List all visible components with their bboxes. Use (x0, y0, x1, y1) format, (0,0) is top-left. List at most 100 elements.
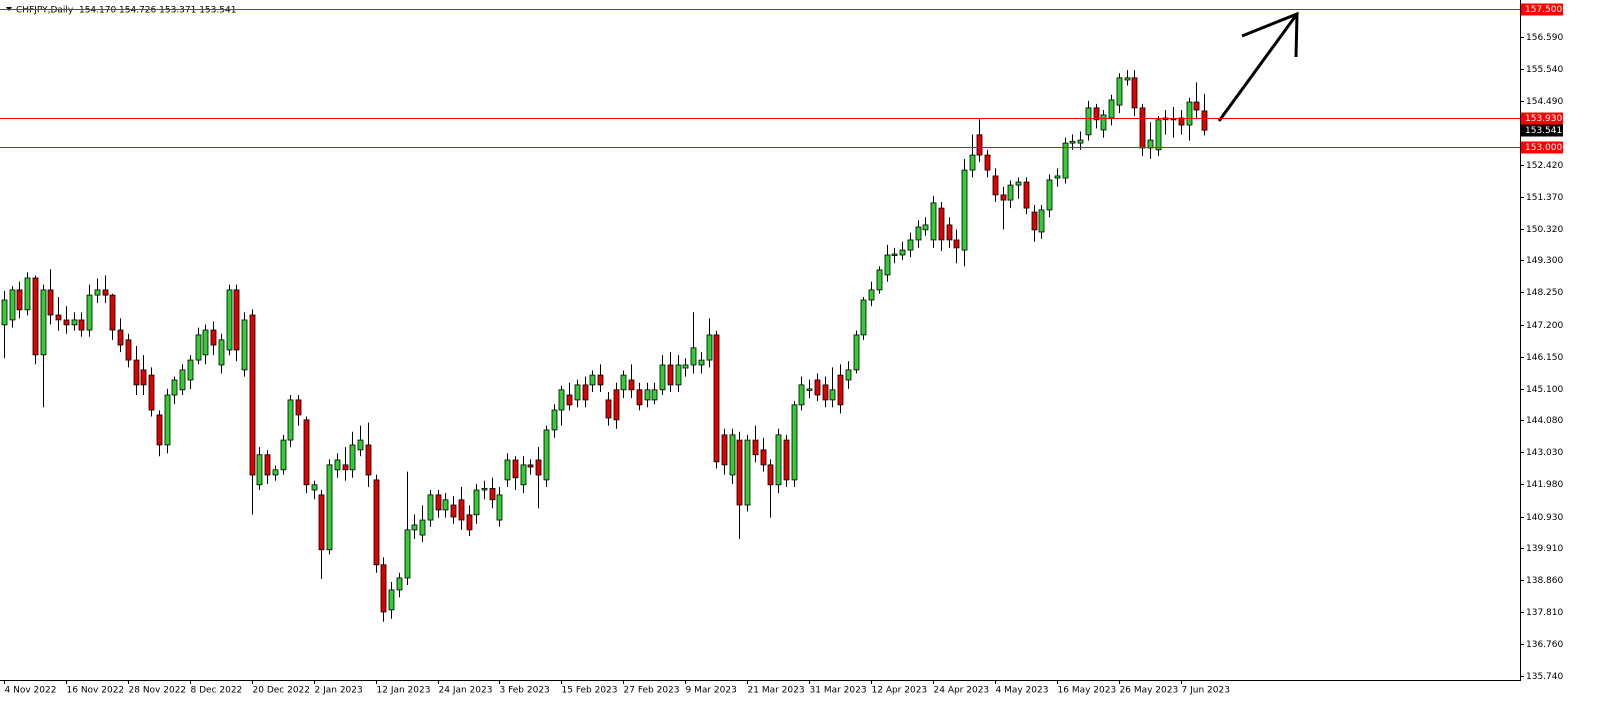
x-tick-label: 16 Nov 2022 (67, 686, 125, 696)
candle-body (1085, 107, 1092, 136)
candle-body (597, 374, 604, 386)
candle-body (40, 289, 47, 356)
candle-body (210, 329, 217, 346)
candle-body (473, 489, 480, 516)
candle-body (574, 384, 581, 401)
x-tick-label: 16 May 2023 (1058, 686, 1117, 696)
candle-body (520, 464, 527, 486)
candle-body (837, 374, 844, 406)
candle-body (1077, 139, 1084, 144)
candle-body (512, 459, 519, 479)
candle-body (481, 488, 488, 491)
candle-body (117, 329, 124, 346)
candle-body (311, 484, 318, 491)
x-tick-label: 24 Jan 2023 (439, 686, 493, 696)
x-tick-label: 20 Dec 2022 (253, 686, 311, 696)
candle-body (1186, 101, 1193, 126)
candle-body (16, 289, 23, 311)
x-tick-label: 8 Dec 2022 (191, 686, 243, 696)
candle-body (256, 454, 263, 486)
candle-body (496, 494, 503, 521)
candle-body (969, 154, 976, 171)
candle-body (806, 388, 813, 391)
candle-body (876, 269, 883, 291)
candle-body (1178, 117, 1185, 126)
candle-body (396, 577, 403, 591)
candle-body (349, 444, 356, 471)
y-tick-label: 151.370 (1526, 193, 1563, 203)
level-label: 153.930 (1525, 114, 1562, 124)
candle-body (566, 394, 573, 406)
current-price-box (1521, 124, 1563, 137)
candle-body (922, 224, 929, 231)
candle-body (853, 334, 860, 371)
plot-area (1, 70, 1208, 622)
candle-body (1, 299, 8, 326)
candle-body (1170, 118, 1177, 121)
candle-body (1062, 142, 1069, 179)
candle-body (1054, 175, 1061, 179)
level-label-box (1521, 112, 1563, 125)
y-tick-label: 135.740 (1526, 672, 1563, 682)
candle-body (442, 499, 449, 511)
x-tick-label: 31 Mar 2023 (810, 686, 867, 696)
candle-body (775, 434, 782, 486)
y-tick-label: 136.760 (1526, 640, 1563, 650)
x-tick-label: 15 Feb 2023 (562, 686, 618, 696)
candle-body (1139, 107, 1146, 149)
x-tick-label: 12 Apr 2023 (872, 686, 928, 696)
candle-body (613, 389, 620, 421)
chart-header: CHFJPY,Daily 154.170 154.726 153.371 153… (16, 6, 236, 16)
candle-body (636, 389, 643, 406)
candle-body (342, 464, 349, 471)
candle-body (1000, 194, 1007, 201)
candle-body (930, 202, 937, 241)
x-tick-label: 2 Jan 2023 (315, 686, 363, 696)
y-tick-label: 144.080 (1526, 416, 1563, 426)
y-tick-label: 149.300 (1526, 256, 1563, 266)
candle-body (125, 339, 132, 361)
candle-body (218, 339, 225, 366)
candle-body (373, 479, 380, 566)
candle-body (845, 369, 852, 381)
x-tick-label: 3 Feb 2023 (500, 686, 550, 696)
candle-body (241, 319, 248, 371)
candle-body (558, 389, 565, 411)
candle-body (78, 319, 85, 331)
candle-body (357, 439, 364, 451)
candle-body (280, 439, 287, 471)
candle-body (47, 289, 54, 316)
candle-body (287, 399, 294, 441)
candle-body (767, 464, 774, 486)
x-tick-label: 4 May 2023 (996, 686, 1049, 696)
candle-body (1031, 211, 1038, 231)
candle-body (504, 459, 511, 481)
candle-body (605, 399, 612, 419)
candle-body (744, 439, 751, 506)
candle-body (915, 226, 922, 241)
candle-body (891, 253, 898, 256)
candle-body (156, 414, 163, 446)
candle-body (729, 434, 736, 476)
candle-body (814, 379, 821, 396)
candle-body (938, 207, 945, 241)
y-tick-label: 139.910 (1526, 544, 1563, 554)
candle-body (667, 364, 674, 386)
candle-body (736, 439, 743, 506)
y-tick-label: 156.590 (1526, 33, 1563, 43)
candle-body (86, 294, 93, 331)
candle-body (798, 384, 805, 406)
current-price-label: 153.541 (1525, 126, 1562, 136)
candle-body (164, 394, 171, 446)
candle-body (233, 289, 240, 351)
candle-body (822, 384, 829, 401)
candle-body (1155, 119, 1162, 151)
y-tick-label: 138.860 (1526, 576, 1563, 586)
candle-body (63, 319, 70, 326)
candle-body (984, 154, 991, 171)
candle-body (976, 134, 983, 156)
candle-body (1147, 139, 1154, 149)
candle-body (466, 514, 473, 531)
candle-body (698, 359, 705, 366)
